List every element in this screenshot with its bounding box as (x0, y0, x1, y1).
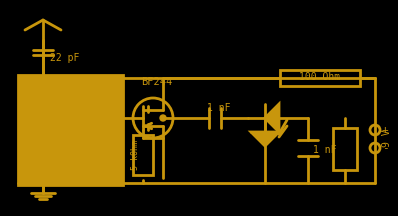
Text: 1 nF: 1 nF (313, 145, 336, 155)
Bar (18, 75, 123, 185)
Polygon shape (265, 104, 279, 132)
Text: 5 kOhm: 5 kOhm (131, 140, 140, 170)
Bar (133, 135, 153, 175)
Text: 100 Ohm: 100 Ohm (299, 72, 341, 82)
Text: 22 pF: 22 pF (50, 53, 79, 63)
Circle shape (160, 115, 166, 121)
Polygon shape (251, 132, 279, 146)
Text: 1 nF: 1 nF (207, 103, 230, 113)
Text: 9 V: 9 V (382, 129, 392, 147)
Text: +: + (382, 125, 389, 135)
Bar (333, 128, 357, 170)
Bar (280, 70, 360, 86)
Text: BF244: BF244 (141, 77, 172, 87)
Text: -: - (382, 143, 389, 153)
